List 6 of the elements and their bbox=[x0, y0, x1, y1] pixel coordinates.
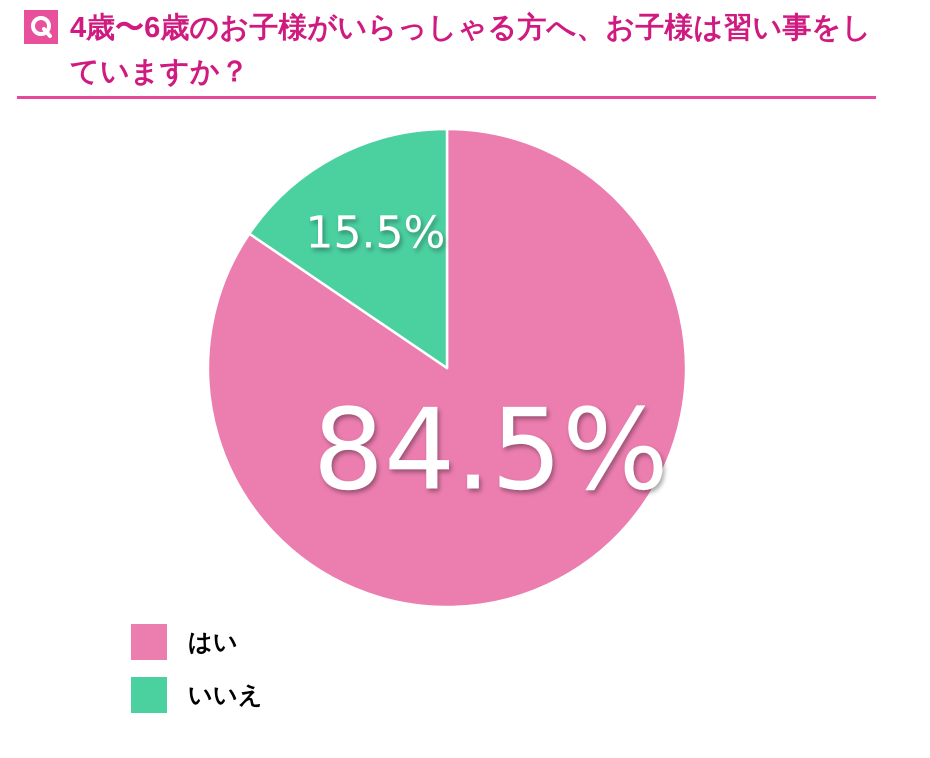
legend-label: いいえ bbox=[188, 681, 263, 711]
pie-slice bbox=[207, 128, 688, 608]
data-label: 15.5% bbox=[306, 207, 446, 258]
data-label: 84.5% bbox=[312, 385, 669, 516]
chart-title: 4歳〜6歳のお子様がいらっしゃる方へ、お子様は習い事をしていますか？ bbox=[70, 10, 872, 90]
legend-label: はい bbox=[188, 628, 238, 658]
